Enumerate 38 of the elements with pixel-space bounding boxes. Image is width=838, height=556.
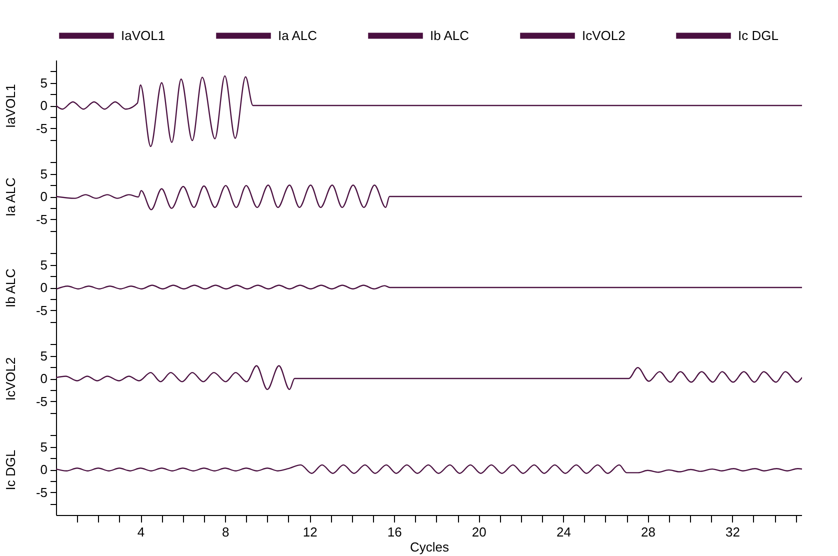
x-tick-label: 20 [472,524,486,540]
y-tick-label: 5 [40,348,48,364]
text: Ia ALC [278,28,318,43]
line-series [56,365,802,390]
y-tick-label: 0 [40,462,48,477]
x-tick-label: 12 [302,524,318,540]
line-series [56,464,802,474]
legend-label: Ib ALC [430,28,470,43]
y-axis-title: Ib ALC [2,268,18,308]
y-tick-label: 5 [40,439,48,454]
x-tick-label: 16 [387,524,402,540]
y-tick-label: 0 [40,189,48,204]
y-tick-label: -5 [36,302,48,318]
text: IcVOL2 [582,28,626,43]
x-tick-label: 4 [137,524,145,540]
x-tick-label: 24 [556,524,571,540]
y-tick-label: 0 [40,98,48,113]
y-tick-label: 5 [40,166,48,182]
y-axis-title: Ia ALC [2,177,18,217]
y-axis-title: IcVOL2 [2,357,18,401]
y-tick-label: 0 [40,371,48,386]
y-tick-label: -5 [36,212,48,227]
line-series [56,75,802,148]
x-tick-label: 32 [726,524,740,540]
legend-label: Ic DGL [738,28,778,43]
y-tick-label: -5 [36,120,48,136]
x-axis-title: Cycles [410,540,450,554]
x-tick-label: 8 [222,524,230,540]
legend-label: IaVOL1 [121,28,166,43]
y-tick-label: 0 [40,280,48,295]
y-tick-label: 5 [40,75,48,90]
y-tick-label: 5 [40,257,48,272]
x-tick-label: 28 [640,524,656,540]
y-axis-title: Ic DGL [2,450,18,490]
y-tick-label: -5 [36,394,48,409]
line-series [56,184,802,210]
y-tick-label: -5 [36,484,48,500]
y-axis-title: IaVOL1 [2,84,18,128]
